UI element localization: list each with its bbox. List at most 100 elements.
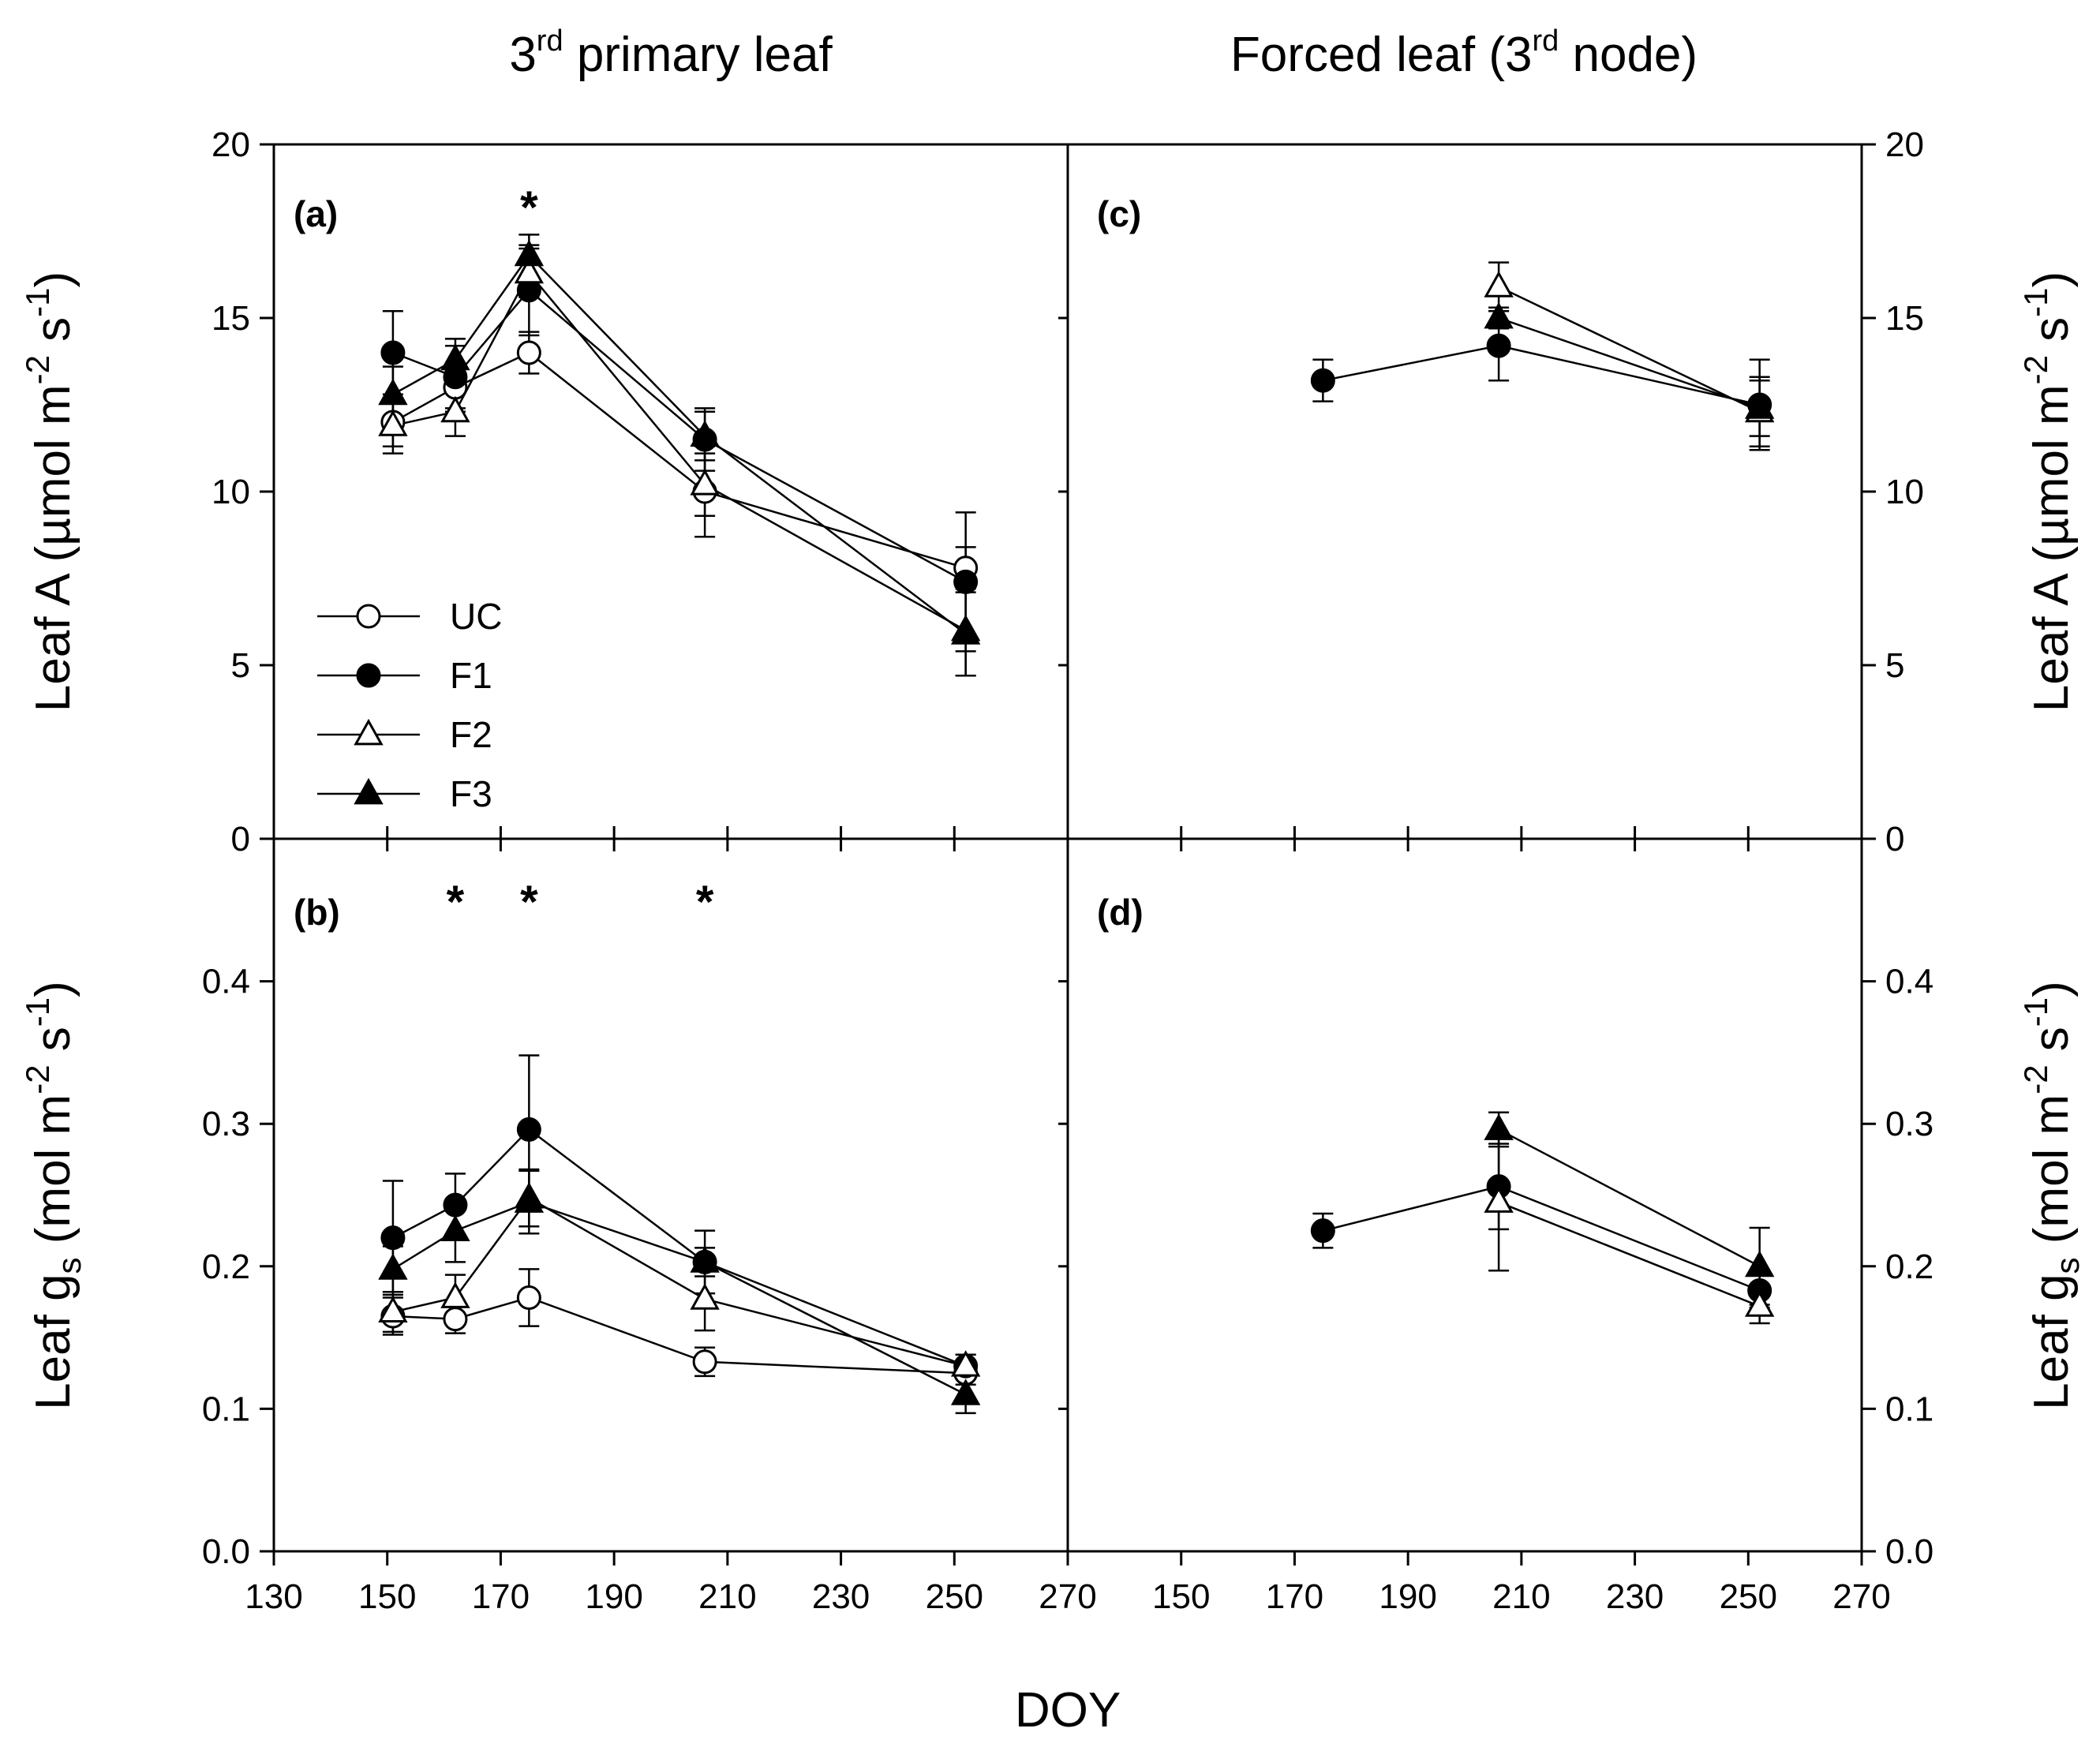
y-axis-c-tick-label-0: 0 (1885, 820, 1904, 859)
data-point-b-F2-252 (950, 1350, 981, 1377)
data-point-a-F2-162 (440, 395, 470, 423)
y-axis-c-tick-label-15: 15 (1885, 299, 1924, 338)
y-axis-b-tick-label-0.2: 0.2 (202, 1248, 250, 1286)
x-axis-b-tick-label-170: 170 (472, 1577, 530, 1616)
legend-label-UC: UC (450, 596, 502, 637)
x-axis-d-tick-label-170: 170 (1266, 1577, 1323, 1616)
y-axis-c-tick-label-5: 5 (1885, 646, 1904, 685)
legend-label-F1: F1 (450, 655, 492, 696)
data-point-a-F3-162 (440, 343, 470, 371)
x-axis-b-tick-label-210: 210 (698, 1577, 756, 1616)
y-axis-b-tick-label-0.3: 0.3 (202, 1105, 250, 1143)
y-axis-title-gs-right: Leaf gs (mol m-2 s-1) (2017, 981, 2086, 1410)
data-point-a-F3-252 (950, 618, 981, 645)
y-axis-a-tick-label-20: 20 (211, 125, 250, 164)
y-axis-d-tick-label-0.1: 0.1 (1885, 1390, 1933, 1428)
y-axis-title-gs-left: Leaf gs (mol m-2 s-1) (19, 981, 88, 1410)
legend-label-F2: F2 (450, 714, 492, 755)
data-point-b-UC-162 (443, 1307, 468, 1332)
x-axis-b-tick-label-130: 130 (245, 1577, 302, 1616)
data-point-d-F2-206 (1484, 1186, 1514, 1213)
y-axis-a-tick-label-10: 10 (211, 473, 250, 511)
data-point-b-F2-151 (378, 1296, 408, 1322)
x-axis-d-tick-label-210: 210 (1492, 1577, 1550, 1616)
x-axis-title: DOY (1015, 1683, 1121, 1738)
data-point-c-F1-206 (1486, 333, 1511, 358)
x-axis-b-tick-label-250: 250 (926, 1577, 983, 1616)
data-point-b-F3-175 (514, 1186, 545, 1213)
data-point-d-F2-252 (1744, 1290, 1775, 1317)
data-point-a-F1-252 (953, 569, 979, 594)
data-layer: * * * * (378, 182, 1775, 1415)
y-axis-b-tick-label-0.0: 0.0 (202, 1532, 250, 1571)
y-axis-title-a-left: Leaf A (µmol m-2 s-1) (19, 271, 80, 712)
data-point-c-F1-175 (1310, 368, 1335, 393)
x-axis-d-tick-label-250: 250 (1720, 1577, 1777, 1616)
significance-star-b-162: * (447, 877, 465, 928)
y-axis-a-tick-label-15: 15 (211, 299, 250, 338)
y-axis-d-tick-label-0.3: 0.3 (1885, 1105, 1933, 1143)
legend: UC F1 F2 F3 (317, 596, 502, 814)
series-line-c-F2 (1498, 286, 1761, 413)
data-point-b-F1-162 (443, 1192, 468, 1218)
y-axis-d-tick-label-0.2: 0.2 (1885, 1248, 1933, 1286)
y-axis-d-tick-label-0.4: 0.4 (1885, 963, 1933, 1001)
x-axis-b-tick-label-270: 270 (1039, 1577, 1096, 1616)
y-axis-c-tick-label-20: 20 (1885, 125, 1924, 164)
data-point-a-F2-175 (514, 256, 545, 284)
panel-label-b: (b) (294, 892, 340, 933)
panel-label-d: (d) (1097, 892, 1144, 933)
x-axis-b-tick-label-190: 190 (585, 1577, 642, 1616)
legend-label-F3: F3 (450, 773, 492, 814)
y-axis-a-tick-label-5: 5 (231, 646, 250, 685)
panel-d-frame (1066, 837, 1863, 1553)
data-point-b-F3-162 (440, 1214, 470, 1242)
data-point-c-F3-252 (1744, 392, 1775, 419)
panel-label-c: (c) (1097, 193, 1141, 234)
series-line-d-F2 (1498, 1201, 1761, 1307)
data-point-c-F3-206 (1484, 301, 1514, 329)
data-point-c-F2-206 (1484, 271, 1514, 297)
data-point-d-F3-252 (1744, 1250, 1775, 1278)
data-point-b-F3-206 (690, 1246, 720, 1273)
data-point-d-F3-206 (1484, 1113, 1514, 1140)
legend-marker-F3 (354, 777, 384, 805)
data-point-a-UC-175 (516, 340, 541, 365)
legend-marker-F1 (356, 663, 381, 688)
data-point-b-F2-162 (440, 1281, 470, 1308)
legend-marker-F2 (354, 718, 384, 746)
data-point-a-F1-151 (380, 340, 406, 365)
right-column-title: Forced leaf (3rd node) (1230, 24, 1698, 82)
data-point-a-F3-206 (690, 420, 720, 447)
axes-layer: 130 150 170 190 210 230 250 270 150 170 190 210 230 2… (202, 125, 1933, 1616)
x-axis-b-tick-label-230: 230 (812, 1577, 870, 1616)
y-axis-c-tick-label-10: 10 (1885, 473, 1924, 511)
data-point-b-F1-175 (516, 1117, 541, 1142)
data-point-a-F3-175 (514, 239, 545, 267)
data-point-b-F3-151 (378, 1253, 408, 1280)
x-axis-d-tick-label-190: 190 (1379, 1577, 1436, 1616)
data-point-b-UC-175 (516, 1285, 541, 1311)
legend-marker-UC (356, 604, 381, 629)
data-point-d-F1-175 (1310, 1218, 1335, 1244)
series-line-d-F3 (1498, 1128, 1761, 1267)
data-point-b-F1-151 (380, 1225, 406, 1251)
data-point-a-F2-151 (378, 410, 408, 436)
series-line-c-F3 (1498, 316, 1761, 410)
y-axis-d-tick-label-0.0: 0.0 (1885, 1532, 1933, 1571)
y-axis-b-tick-label-0.1: 0.1 (202, 1390, 250, 1428)
data-point-a-F2-206 (690, 469, 720, 496)
x-axis-d-tick-label-230: 230 (1606, 1577, 1664, 1616)
x-axis-b-tick-label-150: 150 (358, 1577, 416, 1616)
left-column-title: 3rd primary leaf (509, 24, 833, 82)
y-axis-a-tick-label-0: 0 (231, 820, 250, 859)
significance-star-b-206: * (696, 877, 714, 928)
data-point-b-UC-206 (692, 1349, 717, 1375)
y-axis-title-a-right: Leaf A (µmol m-2 s-1) (2017, 271, 2079, 712)
data-point-b-F3-252 (950, 1379, 981, 1405)
significance-star-b-175: * (520, 877, 538, 928)
data-point-a-F3-151 (378, 378, 408, 406)
y-axis-b-tick-label-0.4: 0.4 (202, 963, 250, 1001)
